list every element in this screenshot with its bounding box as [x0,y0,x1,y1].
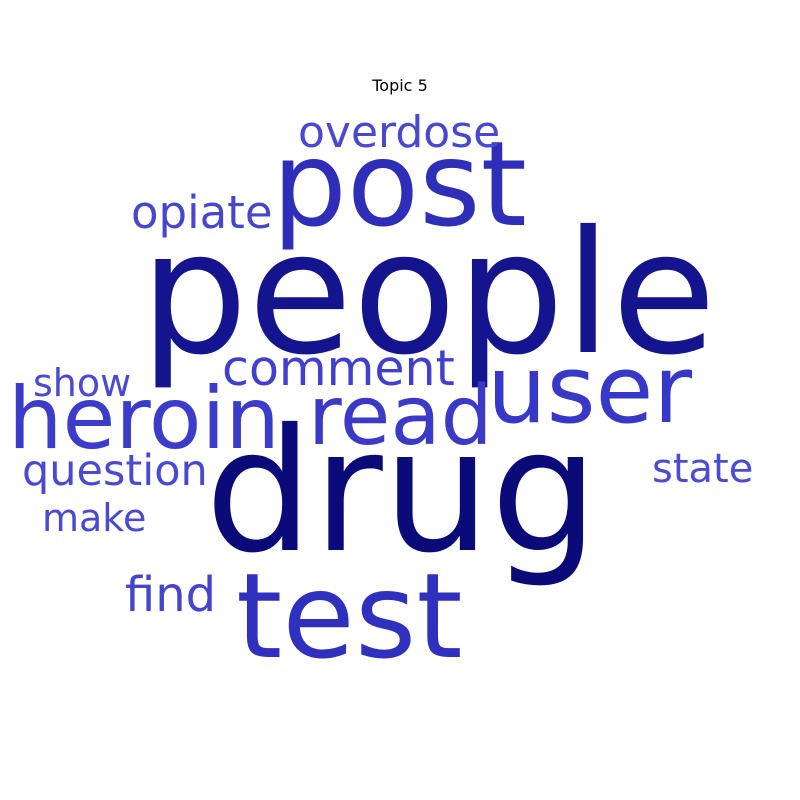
word-question: question [22,446,208,496]
word-find: find [125,567,216,623]
chart-title: Topic 5 [372,76,428,95]
word-people: people [140,195,716,393]
word-state: state [652,446,753,492]
word-overdose: overdose [298,107,500,158]
word-drug: drug [205,393,598,591]
word-read: read [308,369,493,464]
word-make: make [42,496,146,540]
word-show: show [33,361,131,405]
word-post: post [272,115,527,253]
word-test: test [236,547,463,685]
word-heroin: heroin [8,369,280,469]
word-opiate: opiate [131,186,273,239]
word-user: user [487,336,692,445]
word-comment: comment [222,340,455,397]
